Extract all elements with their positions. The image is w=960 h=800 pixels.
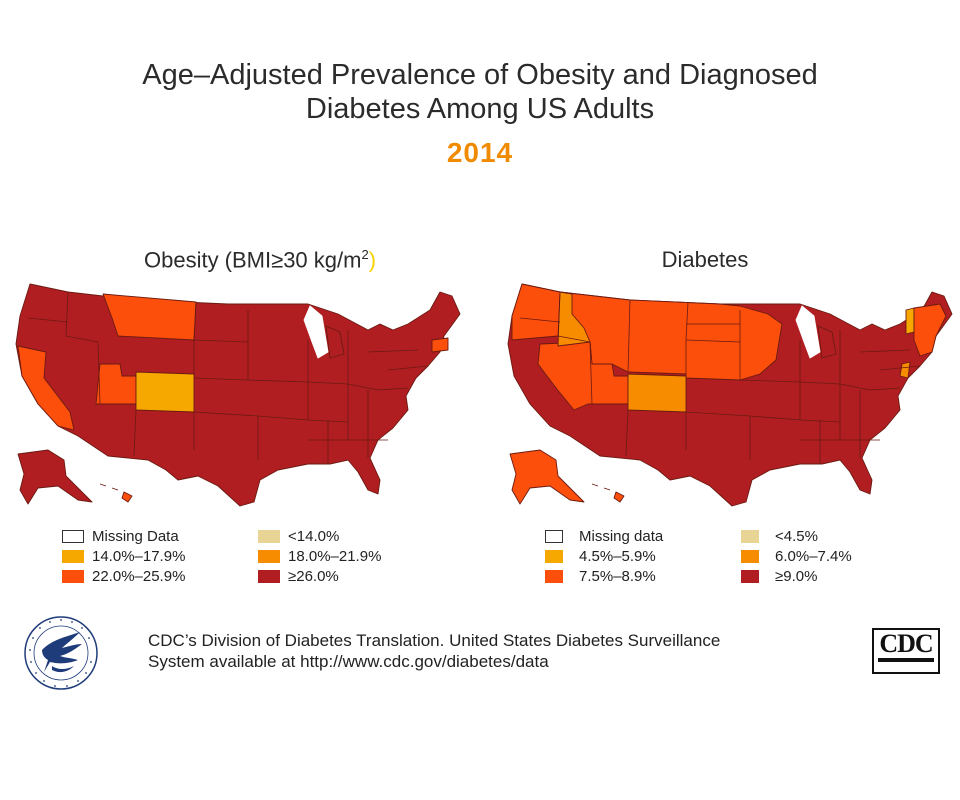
legend-label: 6.0%–7.4% [775, 548, 852, 565]
diabetes-legend-item: Missing data [545, 528, 663, 545]
obesity-us-outline [15, 283, 461, 507]
legend-label: Missing Data [92, 528, 179, 545]
cdc-logo-tagline-icon [874, 662, 938, 668]
diabetes-state-idaho [557, 291, 591, 347]
legend-swatch [258, 570, 280, 583]
legend-label: Missing data [579, 528, 664, 545]
obesity-map [15, 283, 461, 507]
legend-label: <14.0% [288, 528, 340, 545]
hhs-eagle-logo-icon [24, 616, 98, 690]
cdc-logo-bar [878, 658, 934, 662]
legend-swatch [545, 570, 563, 583]
legend-label: ≥26.0% [288, 568, 339, 585]
diabetes-state-alaska [509, 449, 585, 505]
legend-swatch [741, 570, 759, 583]
legend-swatch [62, 570, 84, 583]
diabetes-state-hawaii [591, 483, 625, 503]
obesity-state-alaska [17, 449, 93, 505]
legend-swatch [741, 550, 759, 563]
obesity-state-new-england [431, 337, 449, 353]
legend-swatch [258, 530, 280, 543]
diabetes-legend-item: 6.0%–7.4% [741, 548, 852, 565]
obesity-great-lakes [303, 305, 329, 359]
obesity-state-hawaii [99, 483, 133, 503]
obesity-legend-item: 22.0%–25.9% [62, 568, 185, 585]
diabetes-michigan [817, 325, 837, 359]
diabetes-legend-item: 7.5%–8.9% [545, 568, 656, 585]
obesity-map-title-text: Obesity (BMI≥30 kg/m [143, 247, 362, 273]
diabetes-state-colorado [627, 373, 687, 413]
legend-label: 14.0%–17.9% [92, 548, 186, 565]
obesity-state-colorado [135, 371, 195, 413]
diabetes-map-title: Diabetes [661, 247, 749, 272]
diabetes-legend-item: ≥9.0% [741, 568, 817, 585]
diabetes-legend-item: 4.5%–5.9% [545, 548, 656, 565]
legend-swatch [258, 550, 280, 563]
obesity-map-title-close: ) [368, 247, 377, 273]
legend-swatch [545, 550, 563, 563]
legend-label: 4.5%–5.9% [579, 548, 656, 565]
diabetes-legend-item: <4.5% [741, 528, 818, 545]
legend-swatch [545, 530, 563, 543]
obesity-legend-item: 18.0%–21.9% [258, 548, 381, 565]
page-title: Age–Adjusted Prevalence of Obesity and D… [0, 58, 960, 126]
legend-swatch [62, 550, 84, 563]
footer-attribution: CDC’s Division of Diabetes Translation. … [148, 630, 720, 672]
legend-swatch [62, 530, 84, 543]
obesity-legend-item: <14.0% [258, 528, 339, 545]
obesity-state-montana [102, 293, 197, 341]
year-label: 2014 [446, 137, 514, 168]
legend-label: 7.5%–8.9% [579, 568, 656, 585]
legend-label: <4.5% [775, 528, 818, 545]
obesity-map-title-sup: 2 [361, 247, 369, 262]
page-title-line1: Age–Adjusted Prevalence of Obesity and D… [142, 59, 818, 91]
obesity-legend-item: Missing Data [62, 528, 179, 545]
footer-line1: CDC’s Division of Diabetes Translation. … [148, 631, 721, 650]
cdc-logo-text: CDC [879, 629, 933, 658]
obesity-legend-item: 14.0%–17.9% [62, 548, 185, 565]
diabetes-state-vermont [905, 307, 915, 335]
legend-swatch [741, 530, 759, 543]
cdc-logo: CDC [872, 628, 940, 674]
diabetes-great-lakes [795, 305, 821, 359]
obesity-map-title: Obesity (BMI≥30 kg/m2) [40, 247, 480, 273]
diabetes-map [507, 283, 953, 507]
page-title-line2: Diabetes Among US Adults [305, 93, 655, 125]
diabetes-state-new-jersey [899, 361, 911, 379]
obesity-state-california [17, 345, 75, 431]
legend-label: 18.0%–21.9% [288, 548, 382, 565]
obesity-michigan [325, 325, 345, 359]
diabetes-state-new-england [913, 303, 947, 357]
legend-label: ≥9.0% [775, 568, 818, 585]
footer-line2[interactable]: System available at http://www.cdc.gov/d… [148, 652, 549, 671]
legend-label: 22.0%–25.9% [92, 568, 186, 585]
obesity-legend-item: ≥26.0% [258, 568, 339, 585]
